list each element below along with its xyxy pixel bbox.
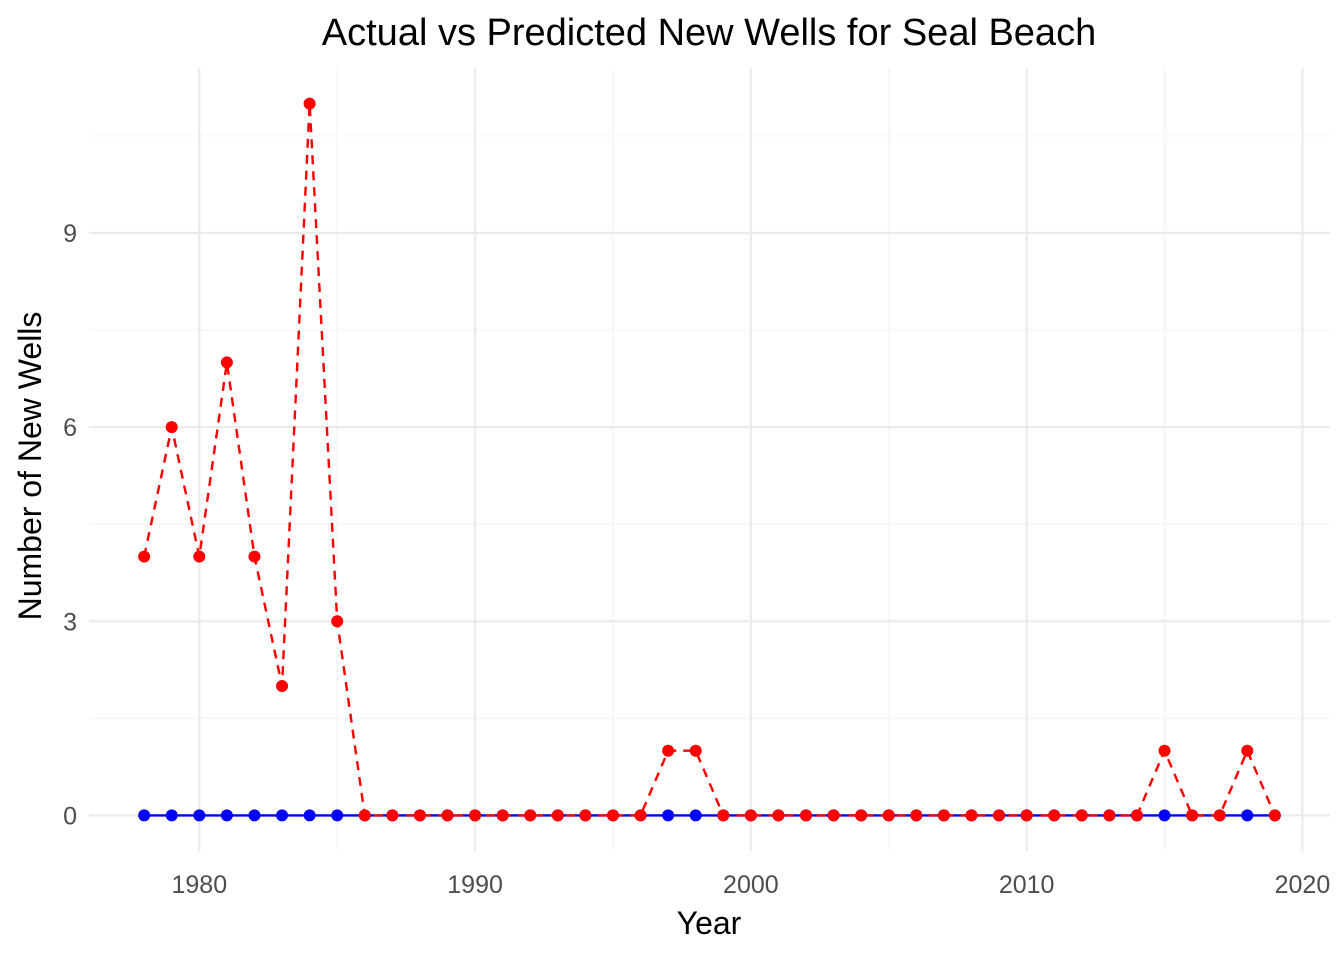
data-point	[248, 550, 261, 563]
data-point	[606, 809, 619, 822]
axis-labels: 0 3 6 9 1980 1990 2000 2010 2020	[63, 220, 1330, 899]
data-point	[358, 809, 371, 822]
data-point	[1213, 809, 1226, 822]
data-point	[827, 809, 840, 822]
data-point	[1048, 809, 1061, 822]
data-point	[1158, 744, 1171, 757]
y-tick-label: 3	[63, 608, 77, 636]
data-point	[1158, 809, 1171, 822]
data-point	[276, 679, 289, 692]
data-point	[717, 809, 730, 822]
data-point	[937, 809, 950, 822]
data-point	[193, 809, 206, 822]
x-tick-label: 1990	[447, 871, 503, 899]
y-axis-title: Number of New Wells	[12, 312, 48, 621]
data-point	[993, 809, 1006, 822]
data-point	[662, 809, 675, 822]
data-point	[551, 809, 564, 822]
x-tick-label: 2020	[1275, 871, 1331, 899]
series-line-1	[142, 102, 1276, 817]
data-point	[1020, 809, 1033, 822]
x-tick-label: 1980	[171, 871, 227, 899]
data-point	[248, 809, 261, 822]
data-point	[303, 809, 316, 822]
data-point	[220, 809, 233, 822]
data-point	[441, 809, 454, 822]
data-point	[1241, 809, 1254, 822]
data-point	[1268, 809, 1281, 822]
data-point	[855, 809, 868, 822]
data-point	[524, 809, 537, 822]
data-point	[276, 809, 289, 822]
data-point	[662, 744, 675, 757]
data-point	[220, 356, 233, 369]
data-point	[965, 809, 978, 822]
x-axis-title: Year	[677, 905, 742, 941]
y-tick-label: 6	[63, 414, 77, 442]
data-point	[413, 809, 426, 822]
data-point	[165, 809, 178, 822]
data-point	[744, 809, 757, 822]
data-point	[303, 97, 316, 110]
data-point	[193, 550, 206, 563]
x-tick-label: 2000	[723, 871, 779, 899]
data-point	[1103, 809, 1116, 822]
data-point	[634, 809, 647, 822]
series-layer	[138, 97, 1281, 822]
x-tick-label: 2010	[999, 871, 1055, 899]
data-point	[772, 809, 785, 822]
series-1	[138, 97, 1281, 822]
data-point	[138, 809, 151, 822]
y-tick-label: 0	[63, 802, 77, 830]
data-point	[910, 809, 923, 822]
grid	[89, 68, 1330, 851]
data-point	[882, 809, 895, 822]
data-point	[138, 550, 151, 563]
data-point	[331, 615, 344, 628]
data-point	[1241, 744, 1254, 757]
data-point	[496, 809, 509, 822]
chart-title: Actual vs Predicted New Wells for Seal B…	[322, 12, 1096, 54]
data-point	[1130, 809, 1143, 822]
data-point	[689, 809, 702, 822]
data-point	[579, 809, 592, 822]
data-point	[386, 809, 399, 822]
data-point	[1186, 809, 1199, 822]
data-point	[689, 744, 702, 757]
y-tick-label: 9	[63, 220, 77, 248]
data-point	[331, 809, 344, 822]
data-point	[469, 809, 482, 822]
data-point	[800, 809, 813, 822]
data-point	[165, 421, 178, 434]
data-point	[1075, 809, 1088, 822]
